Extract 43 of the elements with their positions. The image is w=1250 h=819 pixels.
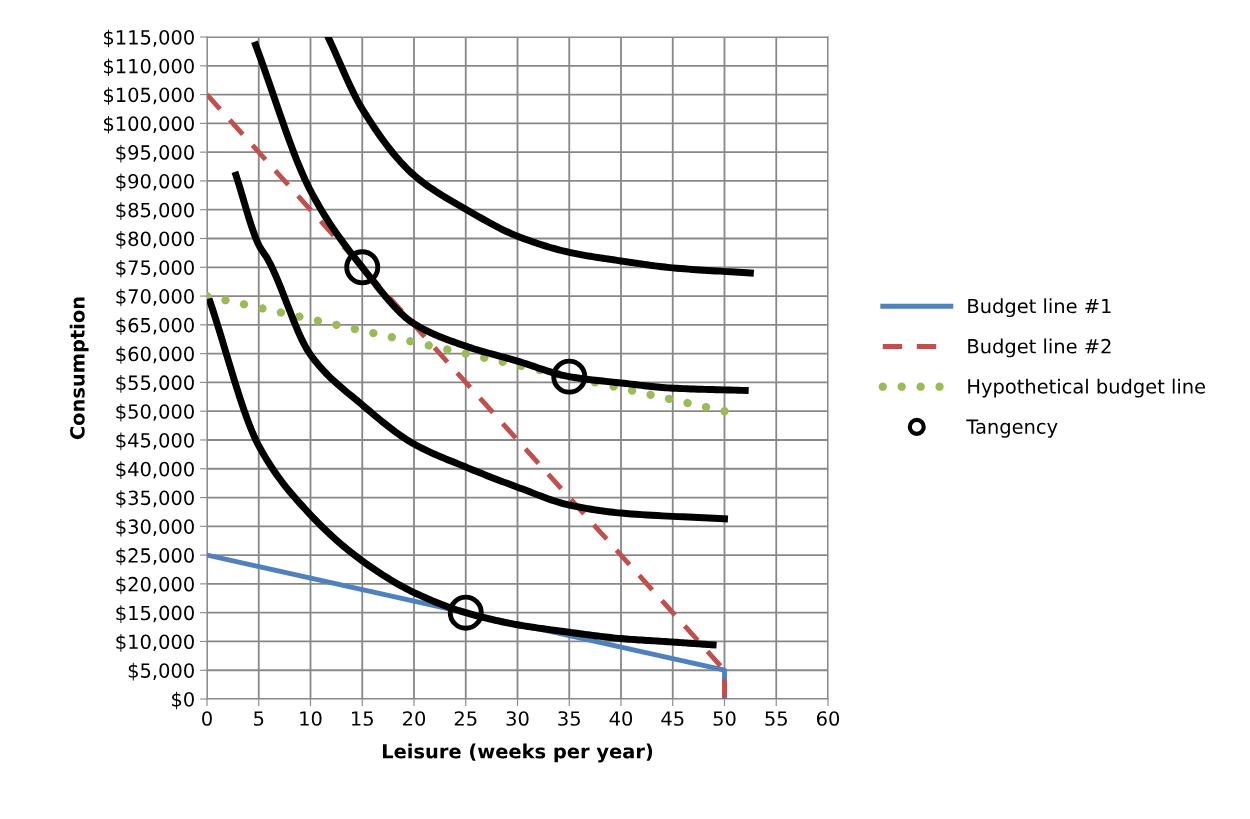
y-tick-label: $40,000 xyxy=(116,461,194,479)
y-tick-label: $20,000 xyxy=(116,576,194,595)
y-tick-label: $25,000 xyxy=(116,547,194,566)
y-tick-label: $65,000 xyxy=(116,317,194,336)
y-tick-label: $45,000 xyxy=(116,432,194,451)
y-axis-title: Consumption xyxy=(69,297,89,440)
y-tick-label: $35,000 xyxy=(116,490,194,508)
y-tick-label: $0 xyxy=(172,691,194,710)
y-tick-label: $115,000 xyxy=(104,29,194,48)
x-tick-label: 30 xyxy=(506,711,529,726)
y-tick-label: $5,000 xyxy=(128,662,194,681)
x-tick-label: 25 xyxy=(454,711,477,726)
y-tick-label: $60,000 xyxy=(116,346,194,364)
x-tick-label: 20 xyxy=(403,711,426,726)
legend-label: Budget line #2 xyxy=(968,338,1111,358)
x-tick-label: 60 xyxy=(816,711,840,726)
y-tick-label: $15,000 xyxy=(116,605,194,623)
x-tick-label: 35 xyxy=(558,711,580,726)
y-tick-label: $50,000 xyxy=(116,403,194,422)
y-tick-label: $100,000 xyxy=(104,115,194,134)
y-tick-label: $75,000 xyxy=(116,259,194,278)
x-tick-label: 50 xyxy=(713,711,736,726)
y-tick-label: $80,000 xyxy=(116,231,194,249)
x-tick-label: 0 xyxy=(202,711,212,726)
x-tick-label: 5 xyxy=(254,711,264,726)
x-tick-label: 10 xyxy=(300,711,322,726)
y-tick-label: $70,000 xyxy=(116,288,194,307)
x-tick-label: 45 xyxy=(661,711,684,726)
y-tick-label: $30,000 xyxy=(116,518,194,537)
legend-label: Budget line #1 xyxy=(968,298,1111,318)
y-tick-label: $95,000 xyxy=(116,144,194,163)
legend-label: Tangency xyxy=(966,419,1058,438)
x-tick-label: 40 xyxy=(609,711,633,726)
x-axis-title: Leisure (weeks per year) xyxy=(382,743,653,763)
y-tick-label: $55,000 xyxy=(116,375,194,393)
y-tick-label: $10,000 xyxy=(116,634,194,652)
y-tick-label: $105,000 xyxy=(104,87,194,105)
legend-label: Hypothetical budget line xyxy=(968,378,1206,398)
y-tick-label: $90,000 xyxy=(116,173,194,192)
y-tick-label: $85,000 xyxy=(116,202,194,220)
y-tick-label: $110,000 xyxy=(104,58,194,77)
x-tick-label: 15 xyxy=(352,711,373,726)
x-tick-label: 55 xyxy=(765,711,787,726)
